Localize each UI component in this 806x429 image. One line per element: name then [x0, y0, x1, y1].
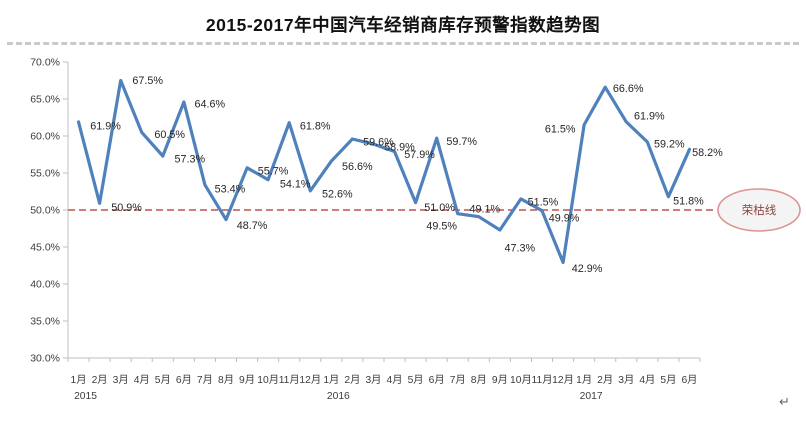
boom-bust-callout-label: 荣枯线 [742, 203, 777, 217]
x-axis-month-label: 10月 [510, 374, 532, 386]
data-point-label: 42.9% [572, 263, 603, 275]
y-axis-tick-label: 55.0% [30, 168, 60, 180]
data-point-label: 59.2% [654, 139, 685, 151]
x-axis-month-label: 9月 [239, 374, 255, 386]
x-axis-year-label: 2017 [580, 391, 603, 402]
y-axis-tick-label: 60.0% [30, 131, 60, 143]
x-axis-month-label: 5月 [408, 374, 424, 386]
x-axis-month-label: 6月 [429, 374, 445, 386]
y-axis-tick-label: 70.0% [30, 57, 60, 69]
x-axis-month-label: 8月 [218, 374, 234, 386]
data-point-label: 64.6% [195, 99, 226, 111]
x-axis-month-label: 7月 [450, 374, 466, 386]
y-axis-tick-label: 35.0% [30, 316, 60, 328]
x-axis-month-label: 3月 [618, 374, 634, 386]
dashed-separator [7, 42, 799, 45]
data-point-label: 55.7% [258, 165, 289, 177]
data-point-label: 57.3% [174, 154, 205, 166]
data-point-label: 53.4% [215, 183, 246, 195]
boom-bust-callout-ellipse [717, 188, 801, 232]
data-point-label: 49.5% [426, 220, 457, 232]
data-point-label: 59.6% [363, 137, 394, 149]
x-axis-month-label: 1月 [323, 374, 339, 386]
y-axis-tick-label: 65.0% [30, 94, 60, 106]
index-trend-line [76, 78, 692, 265]
data-point-label: 51.5% [528, 197, 559, 209]
x-axis-month-label: 11月 [279, 374, 300, 386]
x-axis-month-label: 11月 [532, 374, 553, 386]
x-axis-month-label: 4月 [387, 374, 403, 386]
chart-title: 2015-2017年中国汽车经销商库存预警指数趋势图 [205, 15, 601, 35]
x-axis-month-label: 6月 [681, 374, 697, 386]
x-axis-month-label: 5月 [155, 374, 171, 386]
x-axis-month-label: 9月 [492, 374, 508, 386]
x-axis-month-label: 1月 [71, 374, 87, 386]
data-point-label: 56.6% [342, 161, 373, 173]
data-point-label: 61.8% [300, 120, 331, 132]
data-point-label: 66.6% [613, 83, 644, 95]
x-axis-month-label: 5月 [660, 374, 676, 386]
x-axis-month-label: 4月 [639, 374, 655, 386]
data-point-label: 54.1% [280, 178, 311, 190]
data-point-label: 60.5% [154, 129, 185, 141]
x-axis-month-label: 12月 [299, 374, 321, 386]
data-point-label: 48.7% [237, 220, 268, 232]
data-point-label: 58.2% [692, 147, 723, 159]
paragraph-mark: ↵ [779, 394, 790, 409]
x-axis-month-label: 4月 [134, 374, 150, 386]
x-axis-month-label: 10月 [257, 374, 279, 386]
data-point-label: 58.9% [384, 142, 415, 154]
data-point-label: 51.8% [673, 195, 704, 207]
data-point-label: 50.9% [111, 202, 142, 214]
data-point-label: 61.9% [90, 121, 121, 133]
x-axis-month-label: 3月 [113, 374, 129, 386]
data-point-label: 49.1% [469, 203, 500, 215]
x-axis-month-label: 2月 [92, 374, 108, 386]
x-axis-month-label: 8月 [471, 374, 487, 386]
x-axis-year-label: 2016 [327, 391, 350, 402]
data-point-label: 49.9% [549, 212, 580, 224]
data-point-label: 51.0% [424, 202, 455, 214]
y-axis-tick-label: 40.0% [30, 279, 60, 291]
x-axis-month-label: 12月 [552, 374, 574, 386]
y-axis-tick-label: 45.0% [30, 242, 60, 254]
y-axis-tick-label: 50.0% [30, 205, 60, 217]
y-axis-tick-label: 30.0% [30, 353, 60, 365]
data-point-label: 52.6% [322, 188, 353, 200]
data-point-label: 59.7% [446, 136, 477, 148]
data-point-label: 57.9% [404, 149, 435, 161]
x-axis-month-label: 3月 [365, 374, 381, 386]
x-axis-month-label: 2月 [344, 374, 360, 386]
x-axis-month-label: 6月 [176, 374, 192, 386]
x-axis-month-label: 2月 [597, 374, 613, 386]
x-axis-month-label: 1月 [576, 374, 592, 386]
data-point-label: 61.9% [634, 111, 665, 123]
data-point-label: 67.5% [132, 75, 163, 87]
data-point-label: 61.5% [545, 124, 576, 136]
x-axis-year-label: 2015 [74, 391, 97, 402]
data-point-label: 47.3% [505, 243, 536, 255]
x-axis-month-label: 7月 [197, 374, 213, 386]
